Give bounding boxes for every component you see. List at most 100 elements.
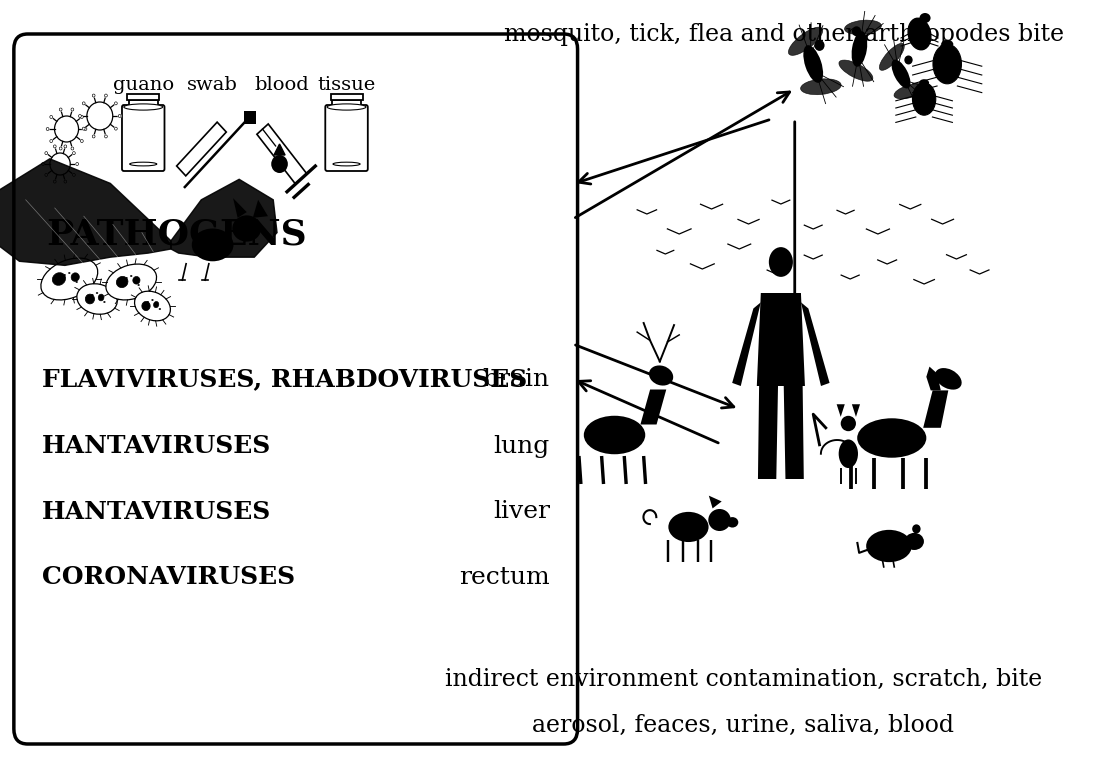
- Ellipse shape: [123, 104, 163, 110]
- Ellipse shape: [800, 79, 841, 95]
- Ellipse shape: [117, 277, 128, 287]
- Bar: [127, 94, 160, 99]
- Polygon shape: [234, 198, 247, 218]
- Ellipse shape: [50, 139, 53, 144]
- Ellipse shape: [71, 107, 75, 112]
- Ellipse shape: [919, 13, 930, 23]
- Ellipse shape: [333, 162, 360, 166]
- Text: guano: guano: [112, 76, 174, 94]
- Ellipse shape: [192, 228, 234, 261]
- Ellipse shape: [79, 139, 84, 144]
- Polygon shape: [709, 496, 722, 508]
- Ellipse shape: [839, 60, 873, 81]
- Ellipse shape: [63, 144, 67, 149]
- Ellipse shape: [114, 126, 118, 131]
- Ellipse shape: [105, 135, 107, 138]
- Polygon shape: [252, 200, 268, 218]
- Ellipse shape: [91, 93, 96, 98]
- Ellipse shape: [71, 147, 74, 150]
- Ellipse shape: [53, 144, 57, 149]
- Ellipse shape: [138, 284, 140, 286]
- Ellipse shape: [75, 162, 79, 167]
- Ellipse shape: [50, 115, 53, 119]
- Ellipse shape: [93, 135, 95, 138]
- FancyBboxPatch shape: [325, 105, 368, 171]
- Ellipse shape: [814, 40, 824, 51]
- Ellipse shape: [84, 127, 87, 131]
- Ellipse shape: [73, 173, 75, 176]
- Ellipse shape: [118, 115, 121, 118]
- Ellipse shape: [106, 264, 156, 300]
- Ellipse shape: [78, 114, 82, 118]
- Text: brain: brain: [483, 367, 550, 390]
- Text: CORONAVIRUSES: CORONAVIRUSES: [42, 565, 294, 589]
- Text: swab: swab: [187, 76, 238, 94]
- Ellipse shape: [852, 31, 867, 66]
- Ellipse shape: [76, 281, 78, 283]
- Ellipse shape: [64, 180, 67, 183]
- Polygon shape: [801, 303, 830, 386]
- Polygon shape: [176, 122, 226, 176]
- Ellipse shape: [115, 127, 117, 130]
- Polygon shape: [852, 404, 860, 417]
- Polygon shape: [732, 303, 760, 386]
- Ellipse shape: [53, 180, 57, 184]
- Ellipse shape: [151, 299, 153, 301]
- Ellipse shape: [130, 162, 156, 166]
- Ellipse shape: [941, 40, 953, 49]
- Bar: [331, 94, 363, 99]
- Ellipse shape: [649, 365, 673, 386]
- Ellipse shape: [82, 101, 86, 105]
- Ellipse shape: [91, 294, 94, 296]
- Polygon shape: [758, 386, 778, 479]
- Ellipse shape: [912, 524, 920, 533]
- Ellipse shape: [709, 509, 731, 531]
- Ellipse shape: [78, 115, 82, 118]
- Ellipse shape: [104, 134, 108, 139]
- Ellipse shape: [72, 173, 76, 177]
- Ellipse shape: [71, 146, 75, 151]
- Polygon shape: [640, 390, 667, 425]
- Polygon shape: [0, 159, 171, 265]
- Polygon shape: [257, 124, 306, 184]
- Polygon shape: [757, 293, 804, 386]
- Ellipse shape: [134, 291, 171, 321]
- Text: aerosol, feaces, urine, saliva, blood: aerosol, feaces, urine, saliva, blood: [532, 714, 954, 737]
- Ellipse shape: [45, 151, 47, 154]
- Ellipse shape: [64, 145, 67, 148]
- Ellipse shape: [104, 93, 108, 98]
- Ellipse shape: [919, 79, 929, 86]
- Text: rectum: rectum: [460, 565, 550, 588]
- Bar: [129, 99, 158, 107]
- Text: HANTAVIRUSES: HANTAVIRUSES: [42, 500, 271, 524]
- Ellipse shape: [50, 140, 53, 143]
- Ellipse shape: [80, 140, 84, 143]
- Polygon shape: [171, 180, 277, 257]
- Ellipse shape: [58, 146, 63, 151]
- Ellipse shape: [54, 116, 78, 142]
- Ellipse shape: [53, 180, 56, 183]
- Ellipse shape: [894, 83, 927, 99]
- Ellipse shape: [71, 108, 74, 111]
- Ellipse shape: [76, 163, 78, 166]
- Ellipse shape: [84, 128, 87, 131]
- Ellipse shape: [892, 60, 910, 89]
- Ellipse shape: [41, 162, 45, 167]
- Ellipse shape: [104, 301, 106, 303]
- Ellipse shape: [803, 45, 823, 83]
- Text: HANTAVIRUSES: HANTAVIRUSES: [42, 434, 271, 458]
- Polygon shape: [274, 144, 285, 155]
- Ellipse shape: [72, 151, 76, 155]
- Text: tissue: tissue: [317, 76, 376, 94]
- Ellipse shape: [44, 173, 48, 177]
- Ellipse shape: [50, 115, 53, 118]
- Ellipse shape: [147, 301, 149, 303]
- Ellipse shape: [93, 94, 95, 97]
- Ellipse shape: [912, 83, 936, 115]
- Ellipse shape: [142, 302, 150, 310]
- Ellipse shape: [327, 104, 366, 110]
- Ellipse shape: [934, 368, 962, 390]
- Ellipse shape: [905, 533, 923, 550]
- Ellipse shape: [83, 127, 85, 130]
- Polygon shape: [927, 367, 941, 390]
